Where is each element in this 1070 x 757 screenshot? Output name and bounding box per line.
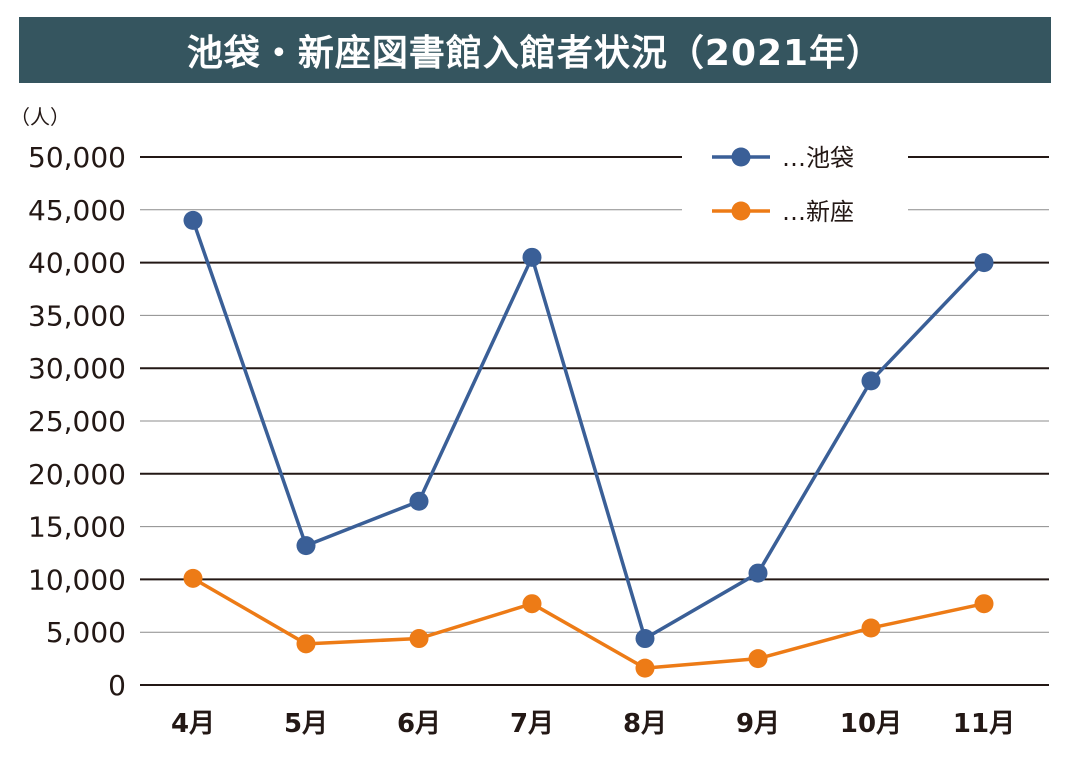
x-tick-label: 6月	[397, 709, 441, 739]
data-point	[296, 536, 316, 556]
x-tick-label: 9月	[736, 709, 780, 739]
data-point	[409, 629, 429, 649]
data-point	[748, 563, 768, 583]
x-tick-label: 8月	[623, 709, 667, 739]
legend-label: …池袋	[782, 144, 854, 172]
data-point	[183, 210, 203, 230]
chart-title-bar: 池袋・新座図書館入館者状況（2021年）	[19, 17, 1051, 83]
data-point	[183, 568, 203, 588]
legend: …池袋 …新座	[682, 136, 908, 236]
x-tick-label: 4月	[171, 709, 215, 739]
x-tick-label: 7月	[510, 709, 554, 739]
data-point	[635, 629, 655, 649]
x-tick-label: 11月	[953, 709, 1015, 739]
data-point	[409, 491, 429, 511]
series-layer	[183, 210, 994, 678]
y-axis-ticks: 0 5,000 10,000 15,000 20,000 25,000 30,000 35,0…	[28, 141, 126, 702]
y-tick-label: 35,000	[28, 299, 126, 332]
x-tick-label: 10月	[840, 709, 902, 739]
legend-marker	[731, 147, 751, 167]
y-axis-unit-label: （人）	[10, 105, 70, 129]
x-axis-ticks: 4月 5月 6月 7月 8月 9月 10月 11月	[171, 709, 1015, 739]
data-point	[635, 658, 655, 678]
y-tick-label: 50,000	[28, 141, 126, 174]
y-tick-label: 5,000	[46, 616, 126, 649]
y-tick-label: 15,000	[28, 511, 126, 544]
y-tick-label: 30,000	[28, 352, 126, 385]
legend-background	[682, 136, 908, 236]
data-point	[296, 634, 316, 654]
y-tick-label: 40,000	[28, 247, 126, 280]
series-line	[192, 576, 985, 670]
legend-label: …新座	[782, 198, 854, 226]
y-tick-label: 20,000	[28, 458, 126, 491]
series-0	[183, 210, 994, 649]
data-point	[974, 594, 994, 614]
series-1	[183, 568, 994, 678]
data-point	[974, 253, 994, 273]
data-point	[861, 371, 881, 391]
data-point	[861, 618, 881, 638]
y-tick-label: 10,000	[28, 563, 126, 596]
y-tick-label: 0	[108, 669, 126, 702]
data-point	[748, 649, 768, 669]
gridlines	[140, 156, 1049, 686]
data-point	[522, 594, 542, 614]
y-tick-label: 45,000	[28, 194, 126, 227]
x-tick-label: 5月	[284, 709, 328, 739]
legend-marker	[731, 201, 751, 221]
data-point	[522, 247, 542, 267]
series-line	[191, 219, 986, 641]
chart-title: 池袋・新座図書館入館者状況（2021年）	[186, 33, 884, 74]
y-tick-label: 25,000	[28, 405, 126, 438]
